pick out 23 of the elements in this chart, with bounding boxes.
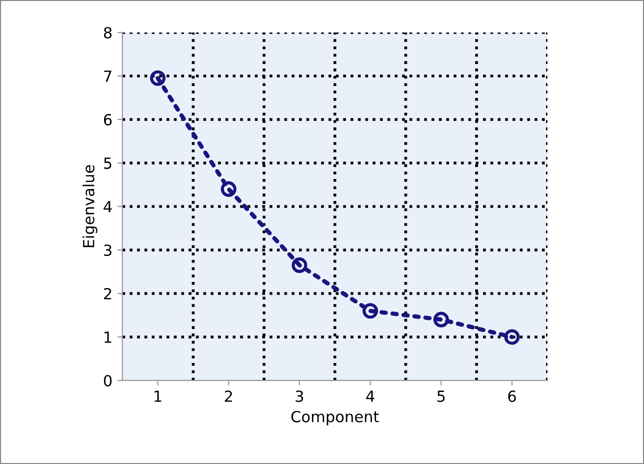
x-tick-label: 1 [154, 390, 162, 402]
y-tick-label: 1 [104, 332, 112, 343]
x-axis-title: Component [291, 410, 379, 426]
point [150, 70, 166, 86]
x-tick-label: 4 [366, 390, 374, 402]
y-tick-label: 2 [104, 288, 112, 300]
point [504, 329, 520, 345]
x-tick-label: 3 [296, 390, 304, 402]
point [292, 257, 308, 273]
point [362, 303, 378, 319]
y-tick-label: 8 [104, 26, 112, 38]
y-tick-label: 4 [104, 201, 112, 212]
point [433, 312, 449, 328]
point [220, 181, 236, 197]
y-tick-label: 0 [104, 374, 112, 386]
y-axis-title: Eigenvalue [82, 165, 98, 248]
y-tick-label: 5 [104, 158, 112, 169]
y-tick-label: 7 [104, 70, 112, 82]
y-tick-label: 3 [104, 244, 112, 256]
x-tick-label: 6 [508, 390, 516, 402]
y-tick-label: 6 [104, 114, 112, 126]
x-tick-label: 5 [437, 390, 445, 402]
x-tick-label: 2 [224, 390, 232, 402]
